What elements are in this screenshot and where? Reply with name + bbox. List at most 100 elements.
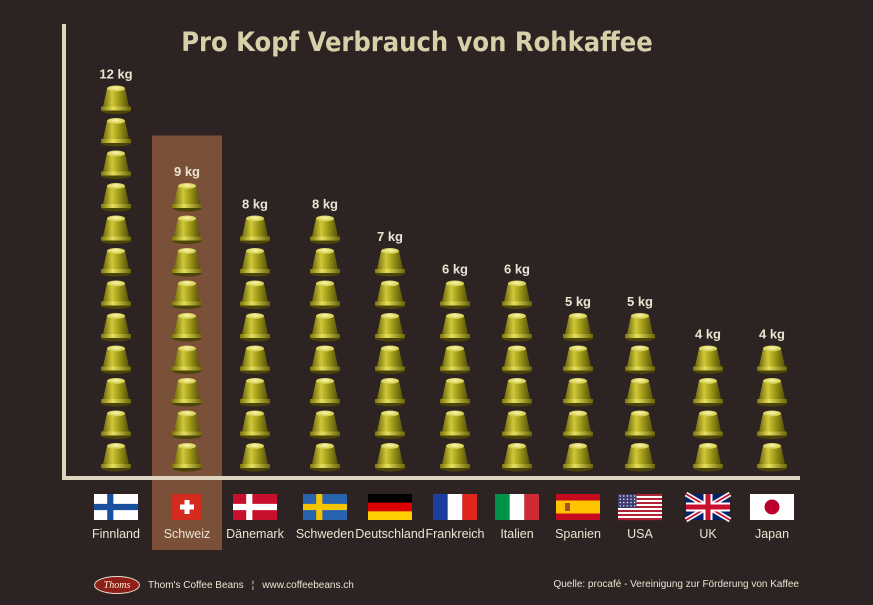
coffee-capsule	[240, 345, 270, 374]
category-label: USA	[627, 527, 653, 541]
coffee-capsule	[625, 443, 655, 472]
value-label: 9 kg	[174, 164, 200, 179]
bar-schweden	[310, 215, 340, 472]
coffee-capsule	[101, 313, 131, 342]
coffee-capsule	[172, 183, 202, 212]
category-label: Schweden	[296, 527, 354, 541]
coffee-capsule	[693, 410, 723, 439]
switzerland-flag	[172, 494, 202, 520]
bar-uk	[693, 345, 723, 472]
finland-flag	[94, 494, 138, 520]
bar-finnland	[101, 85, 131, 472]
coffee-capsule	[310, 443, 340, 472]
coffee-capsule	[375, 443, 405, 472]
coffee-capsule	[502, 378, 532, 407]
value-label: 5 kg	[627, 294, 653, 309]
coffee-capsule	[101, 345, 131, 374]
value-label: 4 kg	[695, 327, 721, 342]
bar-frankreich	[440, 280, 470, 472]
coffee-capsule	[172, 248, 202, 277]
bar-deutschland	[375, 248, 405, 472]
coffee-capsule	[440, 280, 470, 309]
coffee-capsule	[172, 410, 202, 439]
coffee-capsule	[101, 118, 131, 147]
category-label: Japan	[755, 527, 789, 541]
coffee-capsule	[563, 378, 593, 407]
coffee-capsule	[502, 280, 532, 309]
coffee-capsule	[502, 345, 532, 374]
category-label: UK	[699, 527, 717, 541]
coffee-capsule	[693, 378, 723, 407]
website-link[interactable]: www.coffeebeans.ch	[262, 579, 354, 591]
coffee-capsule	[101, 183, 131, 212]
coffee-capsule	[310, 280, 340, 309]
coffee-capsule	[240, 215, 270, 244]
coffee-capsule	[440, 378, 470, 407]
coffee-capsule	[375, 248, 405, 277]
coffee-capsule	[310, 378, 340, 407]
japan-flag	[750, 494, 794, 520]
category-label: Italien	[500, 527, 533, 541]
category-label: Frankreich	[425, 527, 484, 541]
coffee-capsule	[625, 410, 655, 439]
coffee-capsule	[757, 443, 787, 472]
value-label: 8 kg	[242, 197, 268, 212]
coffee-capsule	[240, 280, 270, 309]
coffee-capsule	[440, 313, 470, 342]
coffee-capsule	[563, 313, 593, 342]
coffee-capsule	[502, 410, 532, 439]
coffee-capsule	[563, 410, 593, 439]
coffee-capsule	[625, 313, 655, 342]
coffee-capsule	[101, 85, 131, 114]
coffee-capsule	[625, 378, 655, 407]
coffee-capsule	[240, 378, 270, 407]
brand-name: Thom's Coffee Beans	[148, 579, 244, 591]
coffee-capsule	[172, 443, 202, 472]
coffee-capsule	[502, 313, 532, 342]
coffee-capsule	[101, 410, 131, 439]
coffee-capsule	[502, 443, 532, 472]
category-label: Spanien	[555, 527, 601, 541]
value-labels: 12 kg 9 kg 8 kg 8 kg 7 kg 6 kg 6 kg 5 kg 5 kg 4 k…	[99, 67, 785, 342]
coffee-capsule	[240, 248, 270, 277]
coffee-capsule	[693, 443, 723, 472]
category-label: Schweiz	[164, 527, 211, 541]
coffee-capsule	[172, 345, 202, 374]
france-flag	[433, 494, 477, 520]
value-label: 6 kg	[442, 262, 468, 277]
spain-flag	[556, 494, 600, 520]
coffee-capsule	[757, 378, 787, 407]
coffee-capsule	[375, 410, 405, 439]
value-label: 8 kg	[312, 197, 338, 212]
coffee-capsule	[563, 443, 593, 472]
thoms-logo: Thoms	[94, 576, 140, 594]
coffee-capsule	[101, 280, 131, 309]
coffee-capsule	[240, 443, 270, 472]
coffee-capsule	[310, 248, 340, 277]
category-label: Deutschland	[355, 527, 425, 541]
coffee-capsule	[172, 280, 202, 309]
coffee-capsule	[375, 345, 405, 374]
coffee-capsule	[375, 313, 405, 342]
coffee-capsule	[693, 345, 723, 374]
category-label: Dänemark	[226, 527, 284, 541]
coffee-capsule	[757, 345, 787, 374]
value-label: 12 kg	[99, 67, 132, 82]
bar-schweiz	[172, 183, 202, 472]
coffee-capsule	[101, 248, 131, 277]
bar-dänemark	[240, 215, 270, 472]
bar-spanien	[563, 313, 593, 472]
coffee-capsule	[101, 150, 131, 179]
italy-flag	[495, 494, 539, 520]
coffee-capsule	[310, 410, 340, 439]
coffee-capsule	[310, 345, 340, 374]
category-label: Finnland	[92, 527, 140, 541]
footer-brand: Thoms Thom's Coffee Beans ¦ www.coffeebe…	[94, 576, 354, 594]
coffee-capsule	[440, 345, 470, 374]
denmark-flag	[233, 494, 277, 520]
germany-flag	[368, 494, 412, 520]
source-note: Quelle: procafé - Vereinigung zur Förder…	[553, 579, 799, 590]
coffee-capsule	[375, 280, 405, 309]
value-label: 7 kg	[377, 229, 403, 244]
coffee-capsule	[563, 345, 593, 374]
